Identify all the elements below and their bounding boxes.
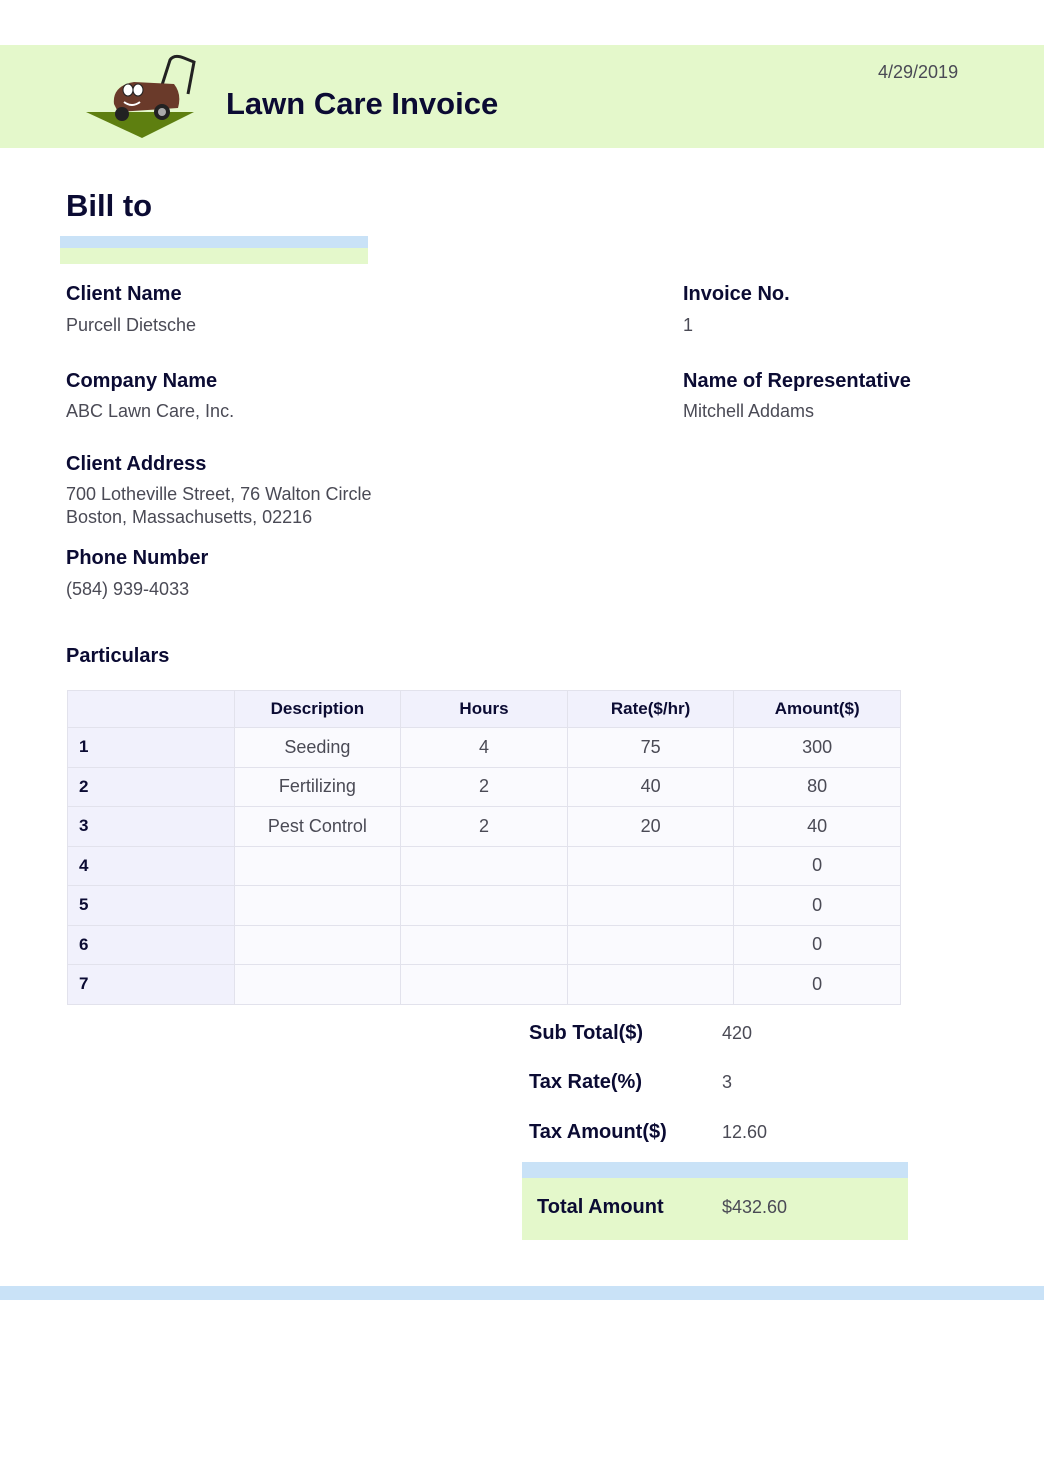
phone: (584) 939-4033 xyxy=(66,579,190,599)
table-cell xyxy=(566,845,735,886)
address-line2: Boston, Massachusetts, 02216 xyxy=(66,507,313,527)
table-row: 2 Fertilizing 2 40 80 xyxy=(67,766,901,807)
table-cell: 5 xyxy=(67,885,235,926)
table-cell: Seeding xyxy=(233,727,402,768)
client-name: Purcell Dietsche xyxy=(66,315,197,335)
particulars-table: Description Hours Rate($/hr) Amount($) 1 See… xyxy=(67,690,901,1005)
table-cell xyxy=(233,845,402,886)
table-cell: 2 xyxy=(400,766,568,807)
table-cell xyxy=(233,924,402,965)
table-cell xyxy=(566,964,735,1005)
table-cell: 6 xyxy=(67,924,235,965)
table-cell: 80 xyxy=(733,766,901,807)
table-cell: 7 xyxy=(67,964,235,1005)
tax-amount-label: Tax Amount($) xyxy=(529,1121,667,1143)
table-cell xyxy=(233,964,402,1005)
table-cell: 20 xyxy=(566,806,735,847)
table-cell: Fertilizing xyxy=(233,766,402,807)
rep-name: Mitchell Addams xyxy=(683,401,815,421)
table-cell: 4 xyxy=(400,727,568,768)
footer-stripe xyxy=(0,1286,1044,1300)
table-cell: 0 xyxy=(733,885,901,926)
table-cell xyxy=(566,924,735,965)
tax-amount: 12.60 xyxy=(722,1122,768,1142)
company-name: ABC Lawn Care, Inc. xyxy=(66,401,235,421)
rep-label: Name of Representative xyxy=(683,370,911,392)
address-label: Client Address xyxy=(66,453,207,475)
divider-blue xyxy=(60,236,368,248)
particulars-heading: Particulars xyxy=(66,645,170,667)
table-cell: Pest Control xyxy=(233,806,402,847)
divider-green xyxy=(60,248,368,264)
tax-rate-label: Tax Rate(%) xyxy=(529,1071,642,1093)
table-cell: 40 xyxy=(733,806,901,847)
table-row: 1 Seeding 4 75 300 xyxy=(67,727,901,768)
phone-label: Phone Number xyxy=(66,547,209,569)
table-cell: 2 xyxy=(67,766,235,807)
total-divider xyxy=(522,1162,908,1178)
table-cell: 300 xyxy=(733,727,901,768)
total-box xyxy=(522,1178,908,1240)
table-cell: 4 xyxy=(67,845,235,886)
invoice-title: Lawn Care Invoice xyxy=(226,86,499,121)
column-header xyxy=(67,690,235,728)
table-cell: 0 xyxy=(733,964,901,1005)
table-row: 3 Pest Control 2 20 40 xyxy=(67,806,901,847)
table-cell: 3 xyxy=(67,806,235,847)
column-header: Description xyxy=(233,690,402,728)
subtotal: 420 xyxy=(722,1023,753,1043)
table-cell xyxy=(566,885,735,926)
column-header: Rate($/hr) xyxy=(566,690,735,728)
table-cell xyxy=(400,845,568,886)
table-cell: 0 xyxy=(733,845,901,886)
total-label: Total Amount xyxy=(537,1196,664,1218)
invoice-date: 4/29/2019 xyxy=(878,62,959,82)
tax-rate: 3 xyxy=(722,1072,733,1092)
table-cell: 2 xyxy=(400,806,568,847)
column-header: Hours xyxy=(400,690,568,728)
company-label: Company Name xyxy=(66,370,218,392)
column-header: Amount($) xyxy=(733,690,901,728)
lawn-mower-logo xyxy=(86,54,196,138)
address-line1: 700 Lotheville Street, 76 Walton Circle xyxy=(66,484,372,504)
table-cell xyxy=(400,924,568,965)
client-name-label: Client Name xyxy=(66,283,182,305)
table-cell: 40 xyxy=(566,766,735,807)
table-cell xyxy=(400,964,568,1005)
table-cell: 1 xyxy=(67,727,235,768)
table-cell: 0 xyxy=(733,924,901,965)
bill-to-heading: Bill to xyxy=(66,188,153,223)
total-amount: $432.60 xyxy=(722,1197,788,1217)
table-cell xyxy=(400,885,568,926)
table-cell: 75 xyxy=(566,727,735,768)
subtotal-label: Sub Total($) xyxy=(529,1022,644,1044)
invoice-no: 1 xyxy=(683,315,694,335)
invoice-no-label: Invoice No. xyxy=(683,283,790,305)
table-cell xyxy=(233,885,402,926)
